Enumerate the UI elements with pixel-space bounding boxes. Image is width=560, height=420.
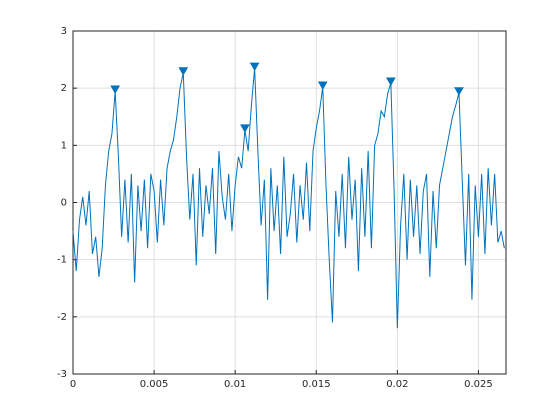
x-tick-label: 0	[70, 379, 76, 390]
y-tick-label: 3	[61, 26, 67, 37]
peak-marker	[385, 77, 396, 87]
x-tick-label: 0.025	[464, 379, 493, 390]
y-tick-label: 1	[61, 140, 67, 151]
y-tick-label: -3	[57, 369, 67, 380]
signal-line	[72, 68, 505, 329]
x-tick-label: 0.02	[386, 379, 408, 390]
y-tick-label: -2	[57, 312, 67, 323]
peak-marker	[240, 124, 250, 133]
y-tick-label: 0	[61, 198, 67, 209]
axes-box	[72, 30, 507, 375]
peak-marker	[178, 67, 189, 76]
y-tick-label: 2	[61, 83, 67, 94]
x-tick-label: 0.01	[224, 379, 246, 390]
peak-marker	[454, 87, 464, 96]
x-tick-label: 0.005	[140, 379, 169, 390]
peak-marker	[317, 81, 328, 91]
peak-marker	[110, 85, 121, 95]
x-tick-label: 0.015	[302, 379, 331, 390]
y-tick-label: -1	[57, 255, 67, 266]
peak-marker	[249, 62, 260, 72]
